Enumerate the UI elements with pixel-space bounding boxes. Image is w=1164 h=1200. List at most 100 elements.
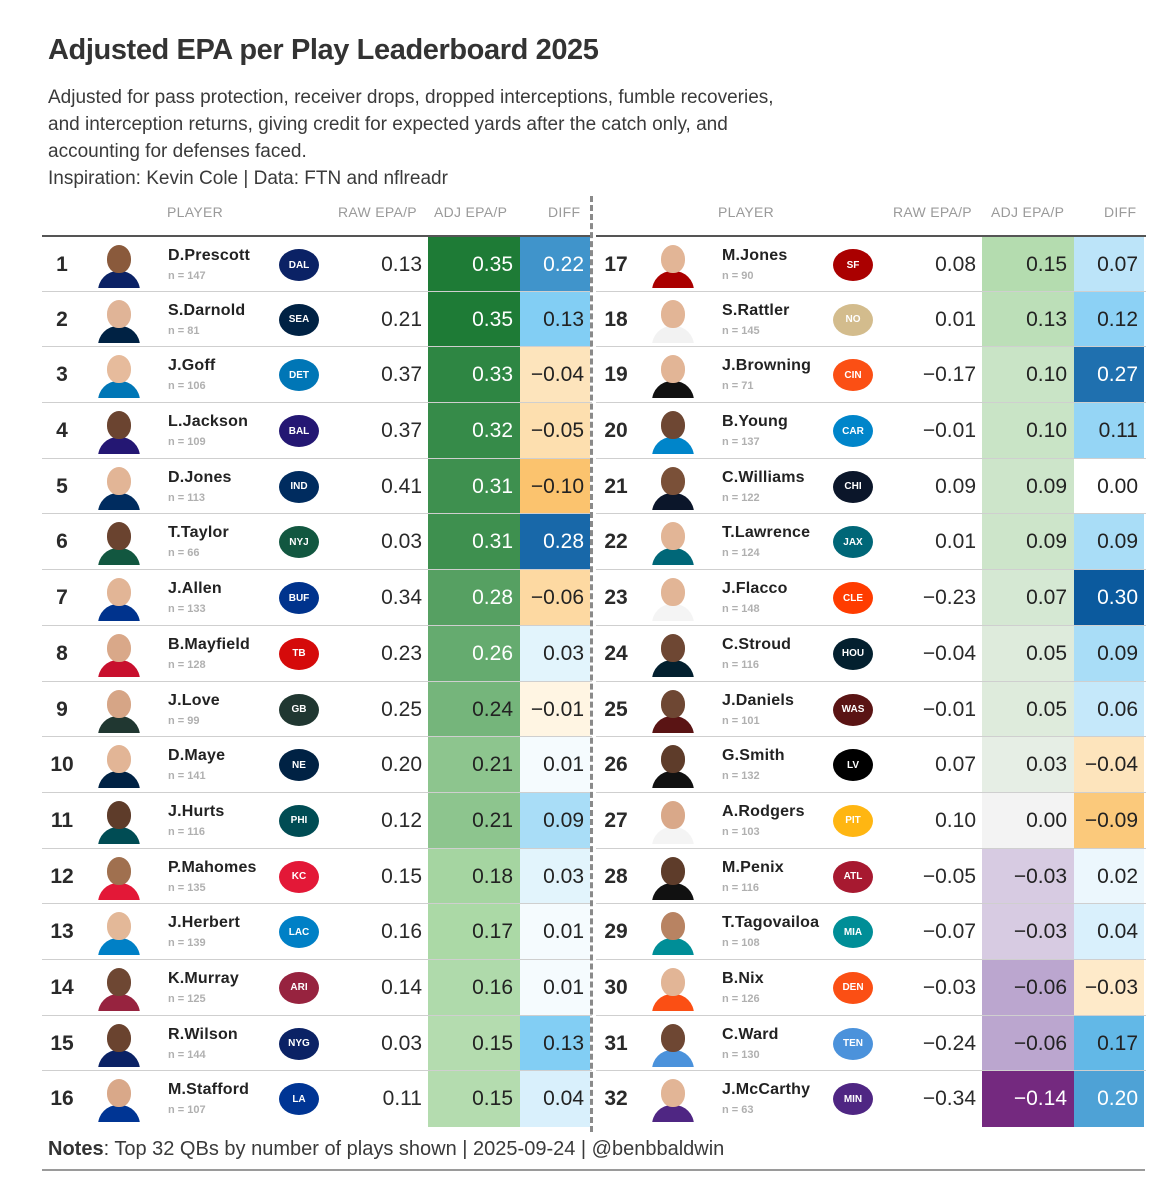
- team-logo-icon: CAR: [826, 410, 880, 452]
- adj-epa-cell: 0.31: [428, 514, 520, 571]
- team-logo-icon: LA: [272, 1078, 326, 1120]
- adj-epa-cell: 0.03: [982, 737, 1074, 793]
- notes: Notes: Top 32 QBs by number of plays sho…: [48, 1138, 724, 1161]
- team-logo-icon: KC: [272, 856, 326, 898]
- raw-epa-cell: 0.23: [381, 641, 422, 665]
- team-logo-icon: DEN: [826, 967, 880, 1009]
- table-row: 25 J.Daniels n = 101 WAS −0.01 0.05 0.06: [596, 680, 1146, 738]
- headshot-face: [661, 856, 685, 885]
- player-headshot: [96, 742, 142, 789]
- headshot-jersey: [652, 381, 694, 399]
- diff-cell: 0.09: [520, 792, 590, 849]
- play-count: n = 109: [168, 436, 206, 449]
- diff-cell: 0.03: [520, 848, 590, 905]
- diff-cell: −0.03: [1074, 959, 1144, 1016]
- raw-epa-cell: 0.41: [381, 474, 422, 498]
- team-logo-mark: HOU: [833, 637, 873, 670]
- raw-epa-cell: −0.01: [922, 697, 976, 721]
- team-logo-icon: WAS: [826, 689, 880, 731]
- subtitle-line: and interception returns, giving credit …: [48, 114, 728, 135]
- headshot-jersey: [652, 604, 694, 622]
- diff-cell: 0.20: [1074, 1071, 1144, 1127]
- headshot-face: [661, 1079, 685, 1108]
- headshot-face: [661, 689, 685, 718]
- adj-epa-cell: 0.35: [428, 291, 520, 348]
- diff-cell: 0.28: [520, 514, 590, 571]
- diff-cell: 0.09: [1074, 625, 1144, 682]
- team-logo-mark: DAL: [279, 249, 319, 281]
- play-count: n = 108: [722, 937, 760, 950]
- raw-epa-cell: 0.09: [935, 474, 976, 498]
- team-logo-icon: NE: [272, 744, 326, 786]
- adj-epa-cell: 0.26: [428, 625, 520, 682]
- team-logo-icon: GB: [272, 689, 326, 731]
- header-raw-epa: RAW EPA/P: [893, 204, 972, 220]
- player-headshot: [96, 965, 142, 1011]
- team-logo-mark: NYJ: [279, 526, 319, 559]
- headshot-face: [107, 633, 131, 662]
- headshot-jersey: [98, 492, 140, 510]
- team-logo-mark: NO: [833, 303, 873, 336]
- adj-epa-cell: 0.21: [428, 792, 520, 849]
- player-headshot: [650, 687, 696, 733]
- headshot-face: [107, 411, 131, 440]
- diff-cell: 0.13: [520, 291, 590, 348]
- play-count: n = 66: [168, 547, 200, 560]
- table-row: 16 M.Stafford n = 107 LA 0.11 0.15 0.04: [42, 1070, 592, 1127]
- rank: 30: [604, 975, 628, 999]
- play-count: n = 135: [168, 881, 206, 894]
- leaderboard-right: 17 M.Jones n = 90 SF 0.08 0.15 0.07 18 S.Rattler…: [596, 235, 1146, 1127]
- raw-epa-cell: 0.25: [381, 697, 422, 721]
- rank: 2: [56, 307, 68, 331]
- adj-epa-cell: 0.33: [428, 347, 520, 404]
- subtitle: Adjusted for pass protection, receiver d…: [48, 84, 868, 192]
- table-row: 26 G.Smith n = 132 LV 0.07 0.03 −0.04: [596, 736, 1146, 793]
- adj-epa-cell: 0.10: [982, 347, 1074, 404]
- adj-epa-cell: 0.07: [982, 570, 1074, 626]
- table-row: 29 T.Tagovailoa n = 108 MIA −0.07 −0.03 0.04: [596, 903, 1146, 960]
- player-name: J.Goff: [168, 357, 216, 375]
- table-row: 23 J.Flacco n = 148 CLE −0.23 0.07 0.30: [596, 569, 1146, 626]
- team-logo-mark: MIN: [833, 1083, 873, 1116]
- headshot-face: [661, 355, 685, 384]
- play-count: n = 128: [168, 658, 206, 671]
- adj-epa-cell: 0.16: [428, 959, 520, 1016]
- player-headshot: [96, 464, 142, 510]
- raw-epa-cell: 0.14: [381, 975, 422, 999]
- player-name: B.Nix: [722, 969, 764, 987]
- player-headshot: [650, 575, 696, 622]
- play-count: n = 145: [722, 324, 760, 337]
- rank: 24: [604, 641, 628, 665]
- subtitle-line: Inspiration: Kevin Cole | Data: FTN and …: [48, 168, 448, 189]
- raw-epa-cell: 0.37: [381, 419, 422, 443]
- headshot-face: [107, 578, 131, 607]
- headshot-face: [661, 245, 685, 273]
- table-row: 8 B.Mayfield n = 128 TB 0.23 0.26 0.03: [42, 624, 592, 682]
- headshot-face: [661, 800, 685, 829]
- raw-epa-cell: 0.03: [381, 1031, 422, 1055]
- headshot-face: [107, 1079, 131, 1108]
- diff-cell: −0.10: [520, 458, 590, 515]
- headshot-jersey: [98, 604, 140, 622]
- team-logo-icon: LV: [826, 744, 880, 786]
- player-headshot: [96, 798, 142, 844]
- player-headshot: [96, 1021, 142, 1067]
- table-row: 9 J.Love n = 99 GB 0.25 0.24 −0.01: [42, 680, 592, 738]
- team-logo-mark: CIN: [833, 359, 873, 392]
- team-logo-mark: ATL: [833, 860, 873, 893]
- diff-cell: 0.30: [1074, 570, 1144, 626]
- team-logo-mark: PIT: [833, 804, 873, 837]
- header-adj-epa: ADJ EPA/P: [991, 204, 1065, 220]
- table-row: 17 M.Jones n = 90 SF 0.08 0.15 0.07: [596, 235, 1146, 293]
- raw-epa-cell: 0.13: [381, 253, 422, 276]
- player-name: B.Young: [722, 413, 788, 431]
- headshot-jersey: [652, 325, 694, 343]
- headshot-face: [661, 411, 685, 440]
- player-headshot: [96, 408, 142, 455]
- headshot-face: [107, 967, 131, 996]
- team-logo-mark: TEN: [833, 1027, 873, 1060]
- raw-epa-cell: −0.17: [922, 363, 976, 387]
- team-logo-icon: DET: [272, 354, 326, 396]
- team-logo-icon: TB: [272, 633, 326, 675]
- team-logo-mark: NE: [279, 749, 319, 782]
